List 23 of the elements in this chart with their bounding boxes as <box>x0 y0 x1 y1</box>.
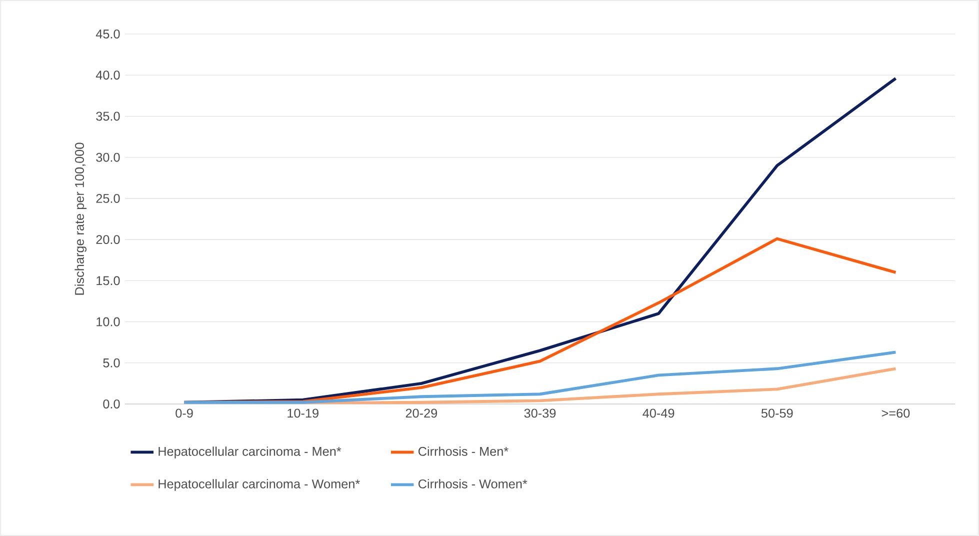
y-tick-label: 15.0 <box>96 276 120 286</box>
y-tick-label: 30.0 <box>96 152 120 162</box>
legend-label: Cirrhosis - Men* <box>418 446 508 456</box>
x-tick-label: 30-39 <box>524 408 556 418</box>
legend-label: Cirrhosis - Women* <box>418 479 528 488</box>
x-tick-label: 20-29 <box>406 408 438 418</box>
y-tick-label: 20.0 <box>96 235 120 244</box>
y-tick-label: 35.0 <box>96 112 120 121</box>
x-tick-label: >=60 <box>882 408 910 418</box>
y-tick-label: 0.0 <box>103 400 120 408</box>
y-tick-label: 40.0 <box>96 70 120 80</box>
x-tick-label: 40-49 <box>642 408 674 418</box>
y-tick-label: 25.0 <box>96 194 120 203</box>
y-tick-label: 45.0 <box>96 30 120 38</box>
legend-label: Hepatocellular carcinoma - Men* <box>158 446 342 458</box>
y-axis-title: Discharge rate per 100,000 <box>74 142 86 295</box>
x-tick-label: 0-9 <box>176 408 193 418</box>
legend-label: Hepatocellular carcinoma - Women* <box>158 479 360 491</box>
y-tick-label: 10.0 <box>96 317 120 326</box>
y-tick-label: 5.0 <box>103 358 120 368</box>
x-tick-label: 50-59 <box>761 408 793 418</box>
x-tick-label: 10-19 <box>288 408 318 418</box>
line-series <box>182 350 898 404</box>
